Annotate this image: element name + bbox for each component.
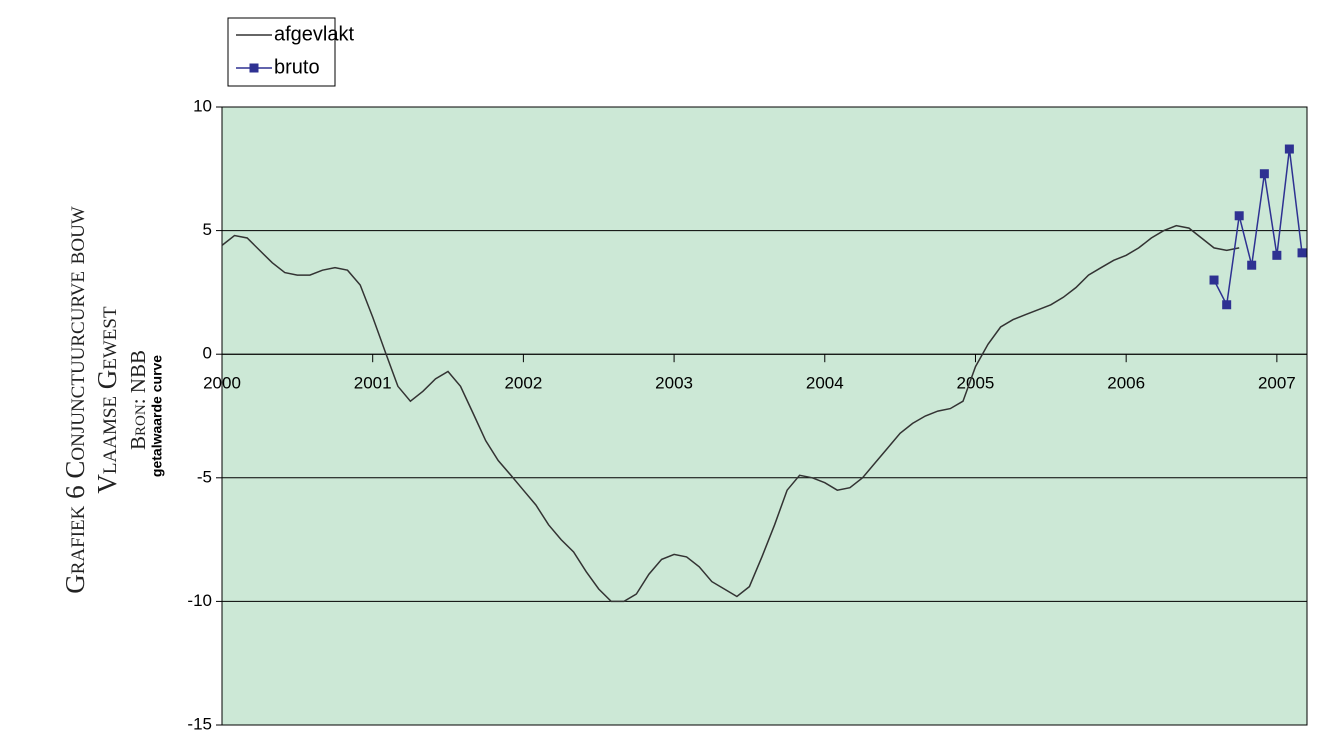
y-tick-label: -5 [197, 467, 212, 486]
series-line [1213, 148, 1303, 308]
y-tick-label: 5 [203, 220, 212, 239]
y-label-group: getalwaarde curve [149, 355, 165, 477]
series-marker [1209, 275, 1219, 285]
legend-box [227, 17, 336, 87]
series-marker [1222, 300, 1232, 310]
series-marker [1272, 250, 1282, 260]
x-tick-label: 2000 [203, 374, 241, 393]
y-tick-label: -15 [187, 714, 212, 732]
series-marker [1284, 144, 1294, 154]
source-note: Bron: NBB [126, 350, 150, 450]
y-tick-label: 10 [193, 96, 212, 115]
x-tick-label: 2003 [655, 374, 693, 393]
x-tick-label: 2004 [806, 374, 844, 393]
series-marker [1297, 248, 1307, 258]
plot-area [221, 106, 1308, 726]
source-group: Bron: NBB [126, 350, 150, 450]
y-tick-label: 0 [203, 344, 212, 363]
y-axis-label: getalwaarde curve [149, 355, 165, 477]
x-tick-label: 2002 [504, 374, 542, 393]
series-marker [1259, 169, 1269, 179]
x-tick-label: 2007 [1258, 374, 1296, 393]
x-tick-label: 2001 [354, 374, 392, 393]
title-group: Grafiek 6 Conjunctuurcurve bouw [60, 206, 90, 594]
subtitle-group: Vlaamse Gewest [92, 306, 122, 494]
series-marker [1247, 260, 1257, 270]
legend-label: afgevlakt [274, 23, 354, 45]
x-tick-label: 2005 [957, 374, 995, 393]
series-marker [1234, 211, 1244, 221]
y-tick-label: -10 [187, 591, 212, 610]
legend-marker [249, 63, 259, 73]
legend-label: bruto [274, 56, 320, 78]
x-tick-label: 2006 [1107, 374, 1145, 393]
chart-title: Grafiek 6 Conjunctuurcurve bouw [60, 206, 90, 594]
chart-subtitle: Vlaamse Gewest [92, 306, 122, 494]
series-line [221, 224, 1240, 603]
